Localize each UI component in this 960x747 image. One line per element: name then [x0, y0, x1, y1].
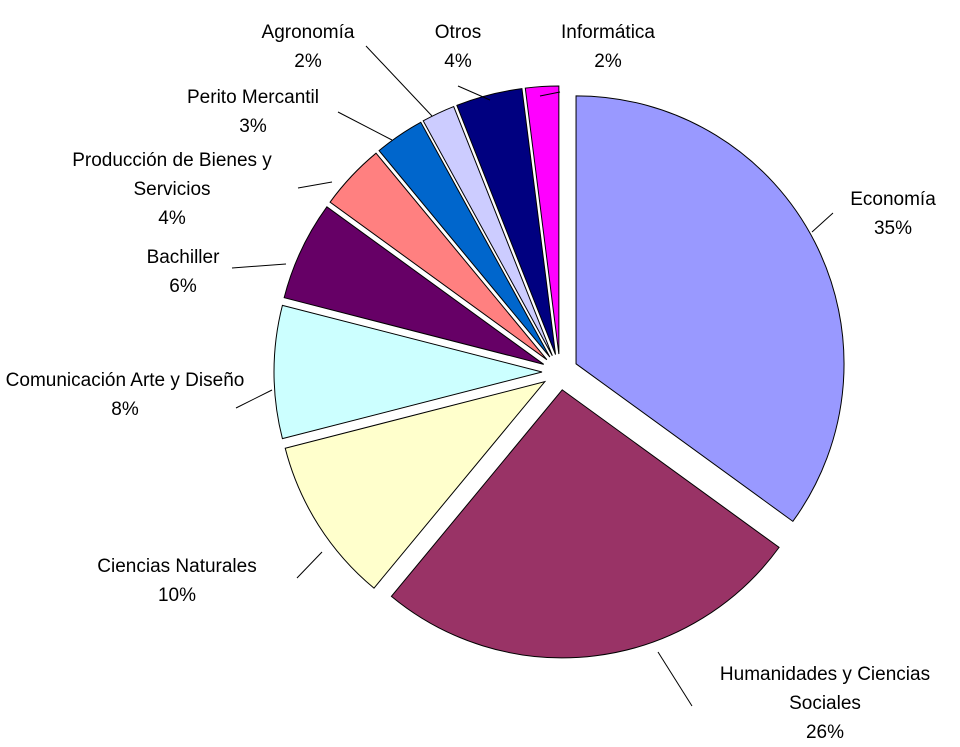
leader-line	[296, 551, 323, 579]
pie-slice	[390, 389, 780, 659]
leader-line	[811, 212, 834, 233]
slice-label: Humanidades y Ciencias Sociales 26%	[690, 660, 960, 747]
category-name: Agronomía	[261, 22, 355, 43]
category-name: Comunicación Arte y Diseño	[5, 370, 245, 391]
slice-label: Otros 4%	[413, 18, 503, 76]
pie-slice	[524, 85, 560, 355]
value-label: 8%	[111, 399, 139, 420]
value-label: 35%	[873, 218, 913, 239]
category-name: Producción de Bienes y Servicios	[72, 150, 272, 200]
pie-slice	[273, 304, 543, 440]
value-label: 2%	[594, 51, 622, 72]
slice-label: Producción de Bienes y Servicios 4%	[42, 146, 302, 233]
leader-line	[235, 389, 273, 409]
value-label: 10%	[157, 585, 197, 606]
leader-line	[297, 181, 333, 189]
category-name: Otros	[434, 22, 482, 43]
slice-label: Economía 35%	[823, 185, 960, 243]
value-label: 4%	[444, 51, 472, 72]
leader-line	[657, 651, 693, 707]
leader-line	[337, 111, 393, 141]
category-name: Ciencias Naturales	[97, 556, 257, 577]
value-label: 26%	[805, 722, 845, 743]
slice-label: Agronomía 2%	[243, 18, 373, 76]
slice-label: Informática 2%	[538, 18, 678, 76]
category-name: Informática	[561, 22, 655, 43]
leader-line	[539, 91, 561, 97]
pie-slice	[456, 88, 557, 355]
category-name: Bachiller	[146, 247, 220, 268]
leader-line	[457, 85, 491, 101]
leader-line	[231, 263, 287, 269]
pie-slice	[284, 380, 547, 589]
value-label: 4%	[158, 208, 186, 229]
slice-label: Perito Mercantil 3%	[158, 83, 348, 141]
category-name: Perito Mercantil	[187, 87, 319, 108]
slice-label: Ciencias Naturales 10%	[67, 552, 287, 610]
value-label: 2%	[294, 51, 322, 72]
value-label: 6%	[169, 276, 197, 297]
category-name: Economía	[850, 189, 936, 210]
category-name: Humanidades y Ciencias Sociales	[719, 664, 931, 714]
value-label: 3%	[239, 116, 267, 137]
pie-slice	[422, 105, 553, 356]
slice-label: Bachiller 6%	[118, 243, 248, 301]
pie-slice	[575, 95, 845, 523]
leader-line	[365, 45, 433, 117]
slice-label: Comunicación Arte y Diseño 8%	[5, 366, 245, 424]
pie-slice	[329, 152, 548, 361]
pie-slice	[378, 121, 551, 358]
pie-slice	[283, 206, 545, 365]
